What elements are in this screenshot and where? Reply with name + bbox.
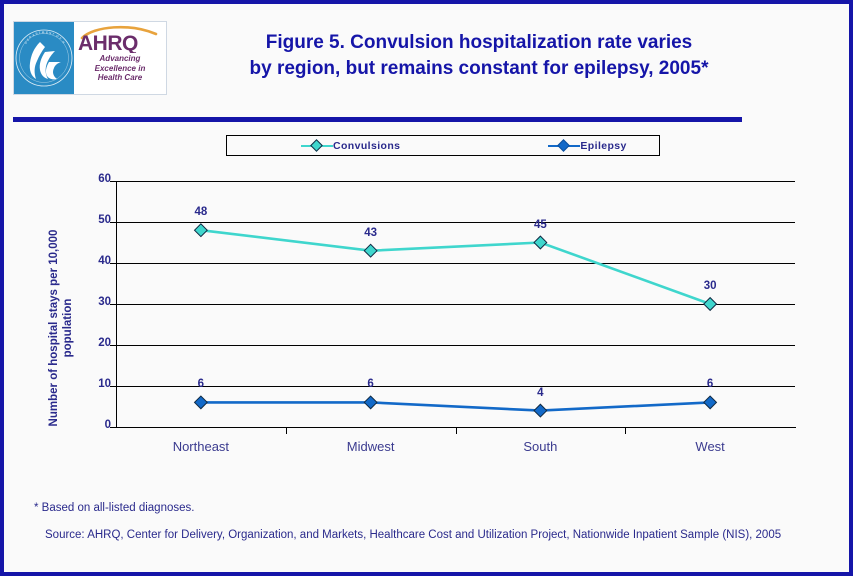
x-axis-label-south: South [523, 439, 558, 454]
data-label-epilepsy-midwest: 6 [367, 378, 374, 391]
gridline-40 [116, 263, 795, 264]
svg-text:E: E [46, 30, 48, 34]
y-tick-40 [110, 263, 116, 264]
hhs-seal-icon: D E P A R T M E N T O F H [14, 22, 74, 94]
data-label-convulsions-midwest: 43 [364, 226, 378, 239]
tagline-line-3: Health Care [97, 73, 143, 82]
data-label-convulsions-south: 45 [533, 218, 547, 231]
gridline-30 [116, 304, 795, 305]
svg-text:A: A [32, 33, 36, 37]
y-tick-label-40: 40 [98, 255, 111, 267]
svg-text:D: D [24, 41, 28, 45]
y-tick-50 [110, 222, 116, 223]
header-divider [13, 117, 742, 122]
marker-epilepsy-west [703, 395, 718, 410]
svg-text:T: T [52, 32, 55, 36]
line-convulsions [200, 228, 711, 306]
legend-label-convulsions: Convulsions [333, 139, 401, 152]
y-tick-0 [110, 427, 116, 428]
y-tick-60 [110, 181, 116, 182]
line-epilepsy [200, 401, 711, 412]
legend-swatch-convulsions-icon [301, 138, 333, 152]
chart-legend: Convulsions Epilepsy [226, 135, 660, 156]
y-tick-label-60: 60 [98, 173, 111, 185]
x-tick-3 [625, 427, 627, 434]
x-tick-1 [285, 427, 287, 434]
series-lines [193, 223, 718, 418]
source-text: Source: AHRQ, Center for Delivery, Organ… [45, 529, 782, 541]
y-tick-10 [110, 386, 116, 387]
svg-text:M: M [42, 30, 45, 34]
svg-text:R: R [35, 31, 38, 35]
marker-epilepsy-northeast [193, 395, 208, 410]
marker-epilepsy-south [533, 403, 548, 418]
data-label-convulsions-west: 30 [703, 280, 717, 292]
y-tick-label-10: 10 [98, 378, 111, 390]
title-line-1: Figure 5. Convulsion hospitalization rat… [265, 32, 693, 53]
data-label-epilepsy-northeast: 6 [197, 378, 205, 391]
tagline-line-2: Excellence in [94, 63, 146, 73]
header: D E P A R T M E N T O F H [4, 4, 849, 122]
y-tick-label-20: 20 [98, 337, 111, 349]
plot-area: 0 10 20 30 40 50 60 Northeast Midwest South West … [98, 173, 796, 454]
page-title: Figure 5. Convulsion hospitalization rat… [179, 30, 779, 82]
svg-text:F: F [58, 36, 62, 40]
marker-convulsions-midwest [363, 243, 378, 258]
marker-convulsions-west [703, 296, 718, 312]
data-label-convulsions-northeast: 48 [194, 206, 208, 219]
footnotes: * Based on all-listed diagnoses. Source:… [34, 500, 834, 544]
gridline-20 [116, 345, 795, 346]
svg-text:T: T [38, 31, 41, 35]
footnote-text: * Based on all-listed diagnoses. [34, 502, 195, 514]
ahrq-tagline: Advancing Excellence in Health Care [95, 54, 146, 83]
marker-convulsions-south [533, 235, 548, 250]
title-line-2: by region, but remains constant for epil… [249, 58, 709, 79]
x-axis-label-midwest: Midwest [346, 439, 395, 454]
ahrq-acronym-icon: AHRQ [76, 25, 164, 53]
chart-area: Number of hospital stays per 10,000 popu… [4, 164, 849, 474]
y-axis-label: Number of hospital stays per 10,000 popu… [47, 213, 75, 443]
tagline-line-1: Advancing [99, 54, 141, 63]
x-tick-2 [455, 427, 457, 434]
y-axis-label-line-1: Number of hospital stays per 10,000 popu… [48, 229, 74, 427]
svg-text:AHRQ: AHRQ [78, 32, 138, 53]
data-label-epilepsy-south: 4 [537, 386, 544, 399]
x-axis-label-northeast: Northeast [172, 439, 230, 454]
data-label-epilepsy-west: 6 [706, 378, 714, 391]
gridline-50 [116, 222, 795, 223]
y-tick-30 [110, 304, 116, 305]
marker-convulsions-northeast [193, 223, 208, 238]
ahrq-logo: D E P A R T M E N T O F H [13, 21, 167, 95]
svg-text:O: O [56, 34, 61, 39]
x-axis-label-west: West [695, 439, 725, 454]
marker-epilepsy-midwest [363, 395, 378, 410]
svg-text:N: N [49, 31, 52, 35]
gridline-10 [116, 386, 795, 387]
y-tick-label-50: 50 [98, 214, 111, 226]
svg-text:P: P [28, 35, 32, 39]
y-tick-label-30: 30 [98, 296, 111, 308]
svg-text:H: H [61, 40, 65, 44]
svg-text:E: E [26, 37, 30, 41]
legend-item-convulsions: Convulsions [301, 138, 401, 152]
gridline-60 [116, 181, 795, 182]
y-tick-label-0: 0 [104, 419, 111, 431]
legend-item-epilepsy: Epilepsy [548, 138, 627, 152]
legend-swatch-epilepsy-icon [548, 138, 581, 152]
ahrq-wordmark: AHRQ Advancing Excellence in Health Care [74, 22, 166, 94]
y-tick-20 [110, 345, 116, 346]
legend-label-epilepsy: Epilepsy [580, 139, 627, 152]
